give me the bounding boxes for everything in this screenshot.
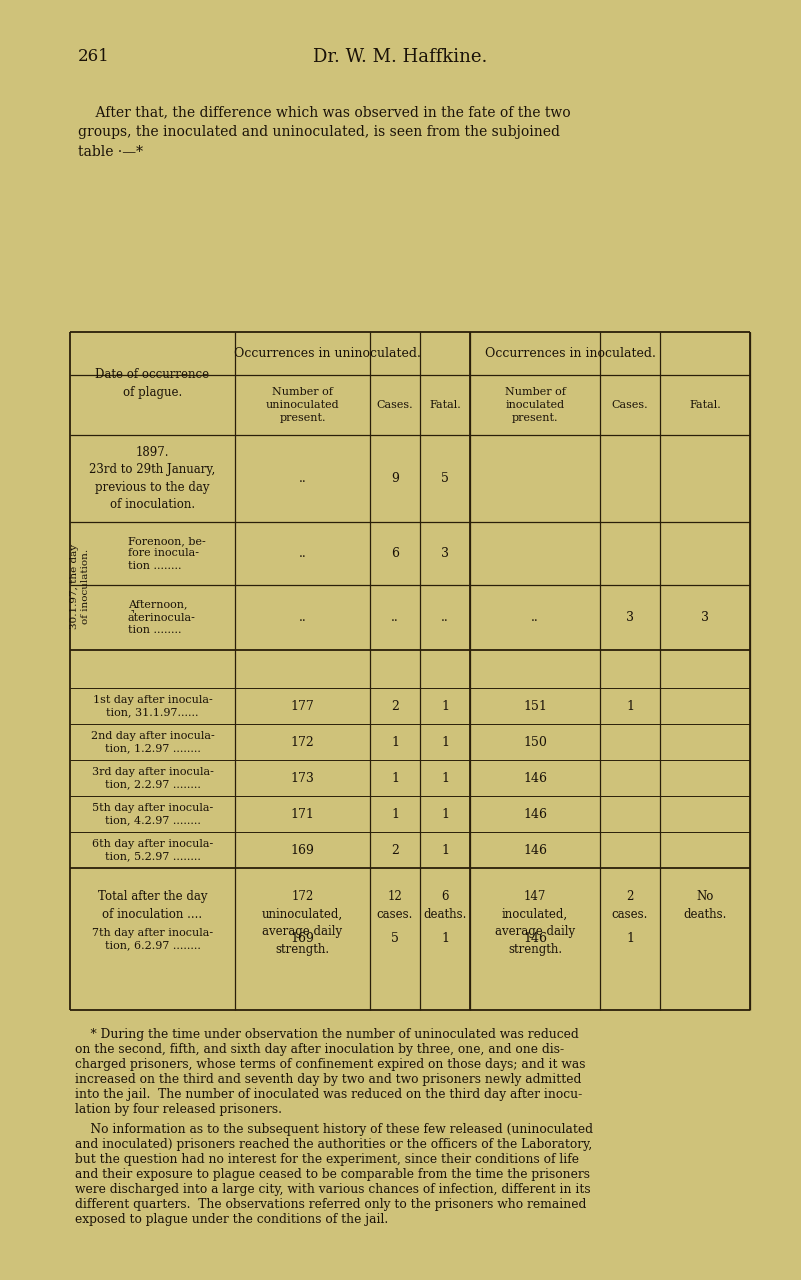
Text: different quarters.  The observations referred only to the prisoners who remaine: different quarters. The observations ref… (75, 1198, 586, 1211)
Text: into the jail.  The number of inoculated was reduced on the third day after inoc: into the jail. The number of inoculated … (75, 1088, 582, 1101)
Text: ..: .. (299, 472, 306, 485)
Text: table ·—*: table ·—* (78, 145, 143, 159)
Text: 146: 146 (523, 772, 547, 785)
Text: lation by four released prisoners.: lation by four released prisoners. (75, 1103, 282, 1116)
Text: 6
deaths.: 6 deaths. (423, 890, 467, 920)
Text: Fatal.: Fatal. (429, 399, 461, 410)
Text: 146: 146 (523, 933, 547, 946)
Text: 12
cases.: 12 cases. (376, 890, 413, 920)
Text: 1897.
23rd to 29th January,
previous to the day
of inoculation.: 1897. 23rd to 29th January, previous to … (90, 445, 215, 511)
Text: 1: 1 (626, 699, 634, 713)
Text: 172
uninoculated,
average daily
strength.: 172 uninoculated, average daily strength… (262, 890, 343, 955)
Text: 1: 1 (441, 844, 449, 856)
Text: Fatal.: Fatal. (689, 399, 721, 410)
Text: were discharged into a large city, with various chances of infection, different : were discharged into a large city, with … (75, 1183, 590, 1196)
Text: 6: 6 (391, 547, 399, 561)
Text: 5: 5 (441, 472, 449, 485)
Text: Afternoon,
a̚terinocula-
tion ........: Afternoon, a̚terinocula- tion ........ (128, 599, 196, 635)
Text: 1: 1 (391, 736, 399, 749)
Text: ..: .. (299, 547, 306, 561)
Text: 1: 1 (441, 772, 449, 785)
Text: 172: 172 (291, 736, 314, 749)
Text: charged prisoners, whose terms of confinement expired on those days; and it was: charged prisoners, whose terms of confin… (75, 1059, 586, 1071)
Text: increased on the third and seventh day by two and two prisoners newly admitted: increased on the third and seventh day b… (75, 1073, 582, 1085)
Text: No
deaths.: No deaths. (683, 890, 727, 920)
Text: 1st day after inocula-
tion, 31.1.97......: 1st day after inocula- tion, 31.1.97....… (93, 695, 212, 717)
Text: * During the time under observation the number of uninoculated was reduced: * During the time under observation the … (75, 1028, 579, 1041)
Text: 2
cases.: 2 cases. (612, 890, 648, 920)
Text: After that, the difference which was observed in the fate of the two: After that, the difference which was obs… (78, 105, 570, 119)
Text: Number of
inoculated
present.: Number of inoculated present. (505, 387, 566, 424)
Text: Total after the day
of inoculation ....: Total after the day of inoculation .... (98, 890, 207, 920)
Text: 5th day after inocula-
tion, 4.2.97 ........: 5th day after inocula- tion, 4.2.97 ....… (92, 803, 213, 826)
Text: 6th day after inocula-
tion, 5.2.97 ........: 6th day after inocula- tion, 5.2.97 ....… (92, 838, 213, 861)
Text: ..: .. (441, 611, 449, 623)
Text: exposed to plague under the conditions of the jail.: exposed to plague under the conditions o… (75, 1213, 388, 1226)
Text: 173: 173 (291, 772, 315, 785)
Text: 30.1.97, the day
of inoculation.: 30.1.97, the day of inoculation. (70, 544, 90, 628)
Text: ..: .. (391, 611, 399, 623)
Text: ..: .. (531, 611, 539, 623)
Text: Cases.: Cases. (376, 399, 413, 410)
Text: 147
inoculated,
average daily
strength.: 147 inoculated, average daily strength. (495, 890, 575, 955)
Text: 1: 1 (391, 808, 399, 820)
Text: Occurrences in inoculated.: Occurrences in inoculated. (485, 347, 655, 360)
Text: 1: 1 (441, 736, 449, 749)
Text: 261: 261 (78, 47, 110, 65)
Text: 3: 3 (701, 611, 709, 623)
Text: 9: 9 (391, 472, 399, 485)
Text: 1: 1 (391, 772, 399, 785)
Text: 1: 1 (441, 808, 449, 820)
Text: Forenoon, be-
fore inocula-
tion ........: Forenoon, be- fore inocula- tion .......… (128, 536, 206, 571)
Text: groups, the inoculated and uninoculated, is seen from the subjoined: groups, the inoculated and uninoculated,… (78, 125, 560, 140)
Text: 1: 1 (626, 933, 634, 946)
Text: 3rd day after inocula-
tion, 2.2.97 ........: 3rd day after inocula- tion, 2.2.97 ....… (91, 767, 213, 790)
Text: 150: 150 (523, 736, 547, 749)
Text: 2: 2 (391, 844, 399, 856)
Text: 1: 1 (441, 933, 449, 946)
Text: 177: 177 (291, 699, 314, 713)
Text: Number of
uninoculated
present.: Number of uninoculated present. (266, 387, 340, 424)
Text: 3: 3 (626, 611, 634, 623)
Text: 169: 169 (291, 933, 315, 946)
Text: 1: 1 (441, 699, 449, 713)
Text: 151: 151 (523, 699, 547, 713)
Text: and their exposure to plague ceased to be comparable from the time the prisoners: and their exposure to plague ceased to b… (75, 1167, 590, 1181)
Text: No information as to the subsequent history of these few released (uninoculated: No information as to the subsequent hist… (75, 1123, 593, 1137)
Text: 5: 5 (391, 933, 399, 946)
Text: but the question had no interest for the experiment, since their conditions of l: but the question had no interest for the… (75, 1153, 579, 1166)
Text: 7th day after inocula-
tion, 6.2.97 ........: 7th day after inocula- tion, 6.2.97 ....… (92, 928, 213, 950)
Text: Occurrences in uninoculated.: Occurrences in uninoculated. (234, 347, 421, 360)
Text: 146: 146 (523, 844, 547, 856)
Text: Dr. W. M. Haffkine.: Dr. W. M. Haffkine. (313, 47, 487, 67)
Text: 171: 171 (291, 808, 315, 820)
Text: 3: 3 (441, 547, 449, 561)
Text: 169: 169 (291, 844, 315, 856)
Text: 2: 2 (391, 699, 399, 713)
Text: ..: .. (299, 611, 306, 623)
Text: on the second, fifth, and sixth day after inoculation by three, one, and one dis: on the second, fifth, and sixth day afte… (75, 1043, 564, 1056)
Text: and inoculated) prisoners reached the authorities or the officers of the Laborat: and inoculated) prisoners reached the au… (75, 1138, 592, 1151)
Text: Date of occurrence
of plague.: Date of occurrence of plague. (95, 369, 210, 399)
Text: 2nd day after inocula-
tion, 1.2.97 ........: 2nd day after inocula- tion, 1.2.97 ....… (91, 731, 215, 754)
Text: 146: 146 (523, 808, 547, 820)
Text: Cases.: Cases. (612, 399, 648, 410)
